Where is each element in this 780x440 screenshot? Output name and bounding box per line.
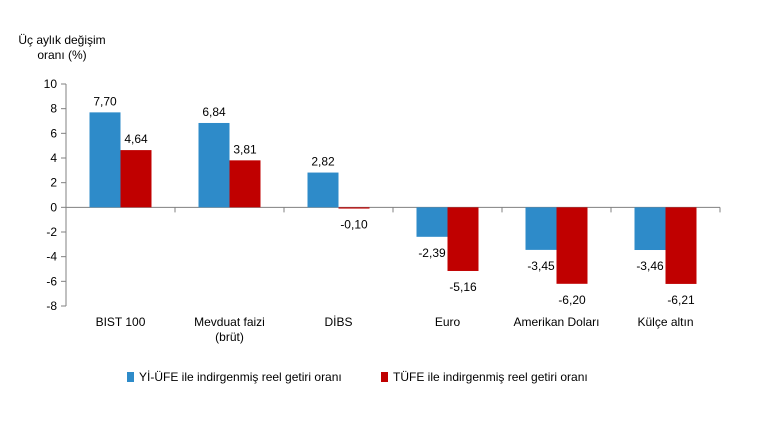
data-label: -6,20 bbox=[558, 293, 586, 307]
bar-series-1 bbox=[307, 172, 339, 208]
legend-swatch bbox=[127, 372, 134, 382]
bar-series-1 bbox=[416, 207, 448, 237]
y-tick-label: -6 bbox=[46, 274, 57, 288]
bar-series-2 bbox=[447, 207, 479, 271]
data-label: -5,16 bbox=[449, 280, 477, 294]
bar-series-1 bbox=[634, 207, 666, 251]
legend-swatch bbox=[381, 372, 388, 382]
category-labels: BIST 100 Mevduat faizi(brüt) DİBS Euro Ameri… bbox=[96, 315, 694, 344]
y-tick-label: 0 bbox=[50, 200, 57, 214]
bars bbox=[89, 112, 697, 284]
y-tick-label: 2 bbox=[50, 176, 57, 190]
legend-label: TÜFE ile indirgenmiş reel getiri oranı bbox=[393, 370, 588, 384]
y-tick-label: 6 bbox=[50, 126, 57, 140]
bar-series-1 bbox=[525, 207, 557, 250]
y-tick-label: -4 bbox=[46, 250, 57, 264]
data-label: -6,21 bbox=[667, 293, 695, 307]
data-labels: 7,70 4,64 6,84 3,81 2,82 -0,10 -2,39 -5,16 -3,45… bbox=[93, 94, 695, 307]
y-tick-label: 8 bbox=[50, 102, 57, 116]
bar-series-2 bbox=[665, 207, 697, 284]
axes: 10 8 6 4 2 0 -2 -4 -6 -8 bbox=[44, 77, 721, 313]
legend: Yİ-ÜFE ile indirgenmiş reel getiri oranı… bbox=[127, 370, 588, 384]
data-label: 6,84 bbox=[202, 105, 226, 119]
y-tick-label: 4 bbox=[50, 151, 57, 165]
bar-series-2 bbox=[338, 207, 370, 209]
category-label: Euro bbox=[435, 315, 461, 329]
category-label: DİBS bbox=[324, 315, 352, 329]
legend-label: Yİ-ÜFE ile indirgenmiş reel getiri oranı bbox=[139, 370, 342, 384]
data-label: -2,39 bbox=[418, 246, 446, 260]
category-label: Amerikan Doları bbox=[513, 315, 599, 329]
data-label: 7,70 bbox=[93, 94, 117, 108]
data-label: -3,46 bbox=[636, 259, 664, 273]
y-tick-label: -2 bbox=[46, 225, 57, 239]
data-label: -0,10 bbox=[340, 218, 368, 232]
y-tick-label: 10 bbox=[44, 77, 58, 91]
bar-series-1 bbox=[89, 112, 121, 208]
data-label: 3,81 bbox=[233, 142, 257, 156]
category-label: BIST 100 bbox=[96, 315, 146, 329]
bar-series-2 bbox=[120, 150, 152, 208]
data-label: -3,45 bbox=[527, 259, 555, 273]
data-label: 2,82 bbox=[311, 155, 335, 169]
category-label: Mevduat faizi bbox=[194, 315, 265, 329]
y-axis-label-line: oranı (%) bbox=[37, 48, 86, 62]
data-label: 4,64 bbox=[124, 132, 148, 146]
category-label: Külçe altın bbox=[637, 315, 693, 329]
bar-series-2 bbox=[229, 160, 261, 208]
bar-series-2 bbox=[556, 207, 588, 284]
y-axis-label-line: Üç aylık değişim bbox=[18, 33, 105, 47]
bar-series-1 bbox=[198, 122, 230, 208]
y-tick-label: -8 bbox=[46, 299, 57, 313]
category-label: (brüt) bbox=[215, 330, 244, 344]
